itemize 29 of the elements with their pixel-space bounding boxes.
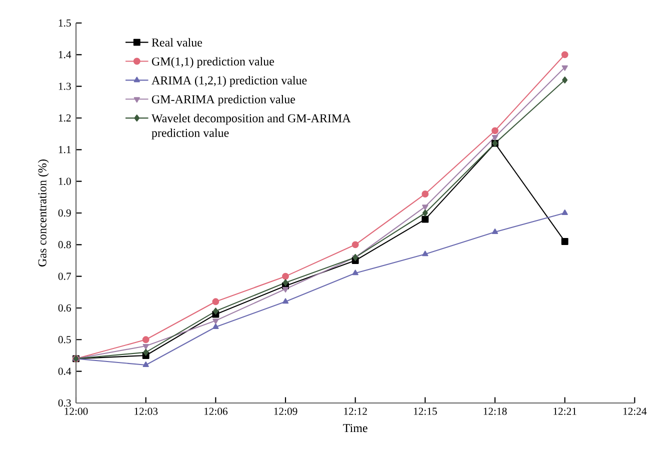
- y-tick-label: 1.1: [58, 146, 71, 154]
- y-tick-label: 0.9: [58, 209, 71, 217]
- y-tick-label: 1.4: [58, 51, 72, 58]
- x-tick-label: 12:00: [64, 408, 88, 415]
- y-tick-label: 0.5: [58, 336, 71, 344]
- x-tick-label: 12:12: [344, 408, 367, 415]
- y-tick-label: 0.4: [58, 368, 72, 375]
- x-tick-label: 12:15: [414, 408, 437, 415]
- x-tick-label: 12:24: [623, 408, 647, 415]
- y-tick-label: 1.0: [58, 178, 71, 185]
- legend-label: GM-ARIMA prediction value: [152, 94, 296, 106]
- x-axis-title: Time: [343, 424, 368, 432]
- legend-label: Real value: [152, 38, 202, 47]
- x-tick-label: 12:21: [554, 408, 576, 415]
- x-tick-label: 12:18: [484, 408, 507, 415]
- y-tick-label: 0.7: [58, 272, 71, 280]
- y-tick-label: 1.2: [58, 114, 71, 122]
- x-tick-label: 12:09: [274, 408, 298, 415]
- y-axis-title: Gas concentration (%): [38, 160, 49, 266]
- x-tick-label: 12:06: [204, 408, 228, 415]
- y-tick-label: 1.5: [58, 19, 71, 27]
- legend-label: ARIMA (1,2,1) prediction value: [152, 76, 307, 87]
- y-tick-label: 1.3: [58, 82, 71, 90]
- x-tick-label: 12:03: [134, 408, 158, 415]
- y-tick-label: 0.8: [58, 241, 71, 248]
- legend-label: Wavelet decomposition and GM-ARIMA prediction value: [151, 114, 351, 140]
- legend-label: GM(1,1) prediction value: [152, 57, 274, 68]
- y-tick-label: 0.3: [58, 399, 71, 407]
- y-tick-label: 0.6: [58, 304, 71, 312]
